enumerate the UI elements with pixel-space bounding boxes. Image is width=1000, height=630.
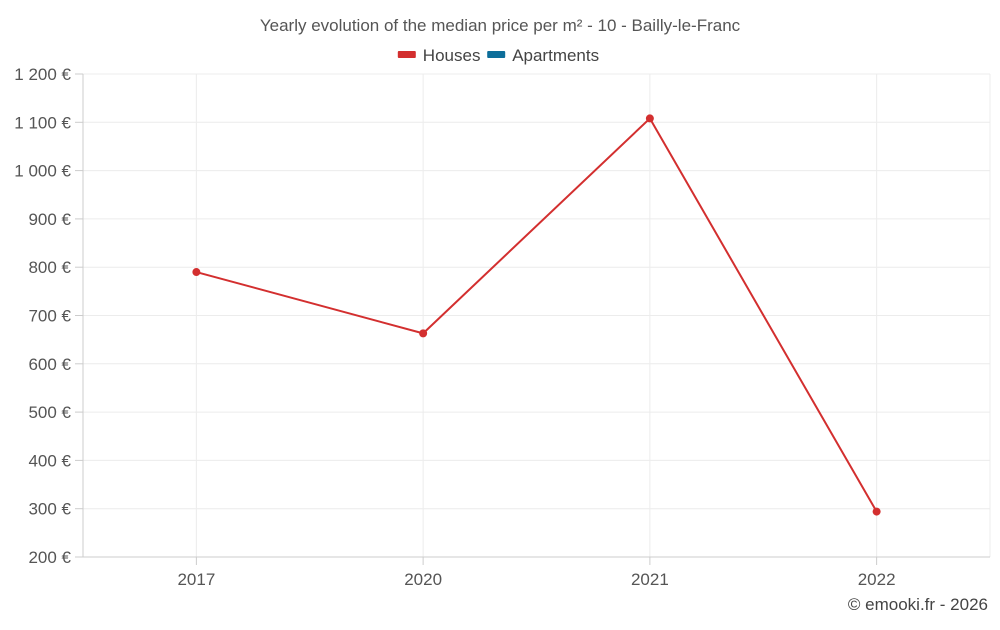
y-tick-label: 900 € <box>28 210 71 229</box>
legend-item-apartments[interactable]: Apartments <box>487 46 599 65</box>
x-tick-label: 2021 <box>631 570 669 589</box>
y-tick-label: 600 € <box>28 355 71 374</box>
y-tick-label: 200 € <box>28 548 71 567</box>
series-layer <box>192 114 881 516</box>
y-tick-label: 300 € <box>28 500 71 519</box>
grid <box>83 73 991 557</box>
legend-label: Apartments <box>512 46 599 65</box>
y-tick-label: 700 € <box>28 307 71 326</box>
y-axis-ticks: 200 € 300 € 400 € 500 € 600 € 700 € 800 € 900 €… <box>14 65 83 567</box>
y-tick-label: 1 100 € <box>14 113 71 132</box>
x-tick-label: 2020 <box>404 570 442 589</box>
data-point-houses[interactable] <box>419 329 428 338</box>
x-tick-label: 2022 <box>858 570 896 589</box>
legend-swatch <box>487 51 506 58</box>
x-tick-label: 2017 <box>177 570 215 589</box>
x-axis-ticks: 2017 2020 2021 2022 <box>177 557 896 589</box>
legend-item-houses[interactable]: Houses <box>397 46 481 65</box>
legend-label: Houses <box>423 46 481 65</box>
y-tick-label: 500 € <box>28 403 71 422</box>
legend-swatch <box>397 51 416 58</box>
data-point-houses[interactable] <box>192 268 201 277</box>
series-line-houses <box>196 117 878 513</box>
chart-title: Yearly evolution of the median price per… <box>260 16 741 35</box>
copyright-credit: © emooki.fr - 2026 <box>848 595 988 614</box>
y-tick-label: 800 € <box>28 258 71 277</box>
data-point-houses[interactable] <box>645 114 654 123</box>
y-tick-label: 1 200 € <box>14 65 71 84</box>
data-point-houses[interactable] <box>872 507 881 516</box>
y-tick-label: 400 € <box>28 451 71 470</box>
legend: Houses Apartments <box>397 46 599 65</box>
y-tick-label: 1 000 € <box>14 162 71 181</box>
